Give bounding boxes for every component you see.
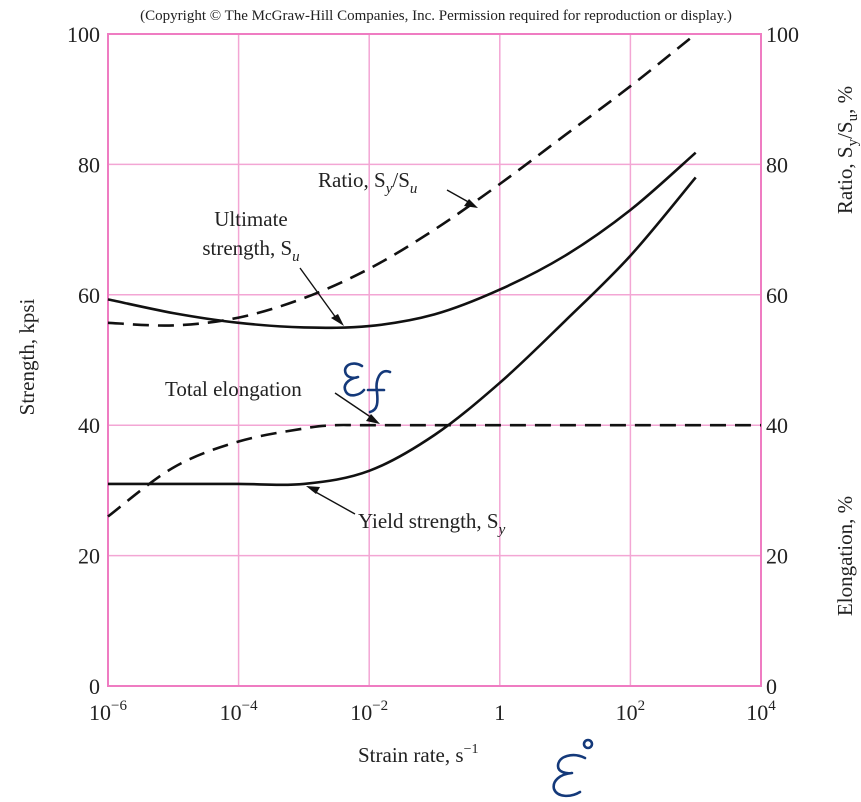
y-tick-labels-right: 0 20 40 60 80 100	[766, 22, 799, 699]
x-tick-label: 10−6	[89, 698, 127, 725]
copyright-note: (Copyright © The McGraw-Hill Companies, …	[140, 8, 732, 24]
handwritten-epsilon-f	[343, 362, 392, 414]
elongation-arrow	[334, 392, 376, 421]
ultimate-label-line1: Ultimate	[214, 207, 287, 231]
ratio-arrowhead	[464, 199, 478, 208]
ultimate-arrow	[299, 267, 340, 323]
ratio-label: Ratio, Sy/Su	[318, 168, 417, 197]
y-tick-label-left: 40	[78, 413, 100, 438]
yield-label: Yield strength, Sy	[358, 509, 506, 538]
y-tick-label-left: 100	[67, 22, 100, 47]
x-tick-labels: 10−6 10−4 10−2 1 102 104	[89, 698, 776, 725]
y-axis-title-right-elongation: Elongation, %	[833, 496, 857, 616]
ultimate-strength-curve	[107, 151, 697, 330]
y-tick-label-right: 0	[766, 674, 777, 699]
x-tick-label: 10−2	[350, 698, 388, 725]
y-tick-label-left: 80	[78, 152, 100, 177]
grid-lines	[107, 33, 762, 687]
y-axis-title-left: Strength, kpsi	[15, 299, 39, 416]
x-axis-title: Strain rate, s−1	[358, 742, 478, 767]
y-tick-labels-left: 0 20 40 60 80 100	[67, 22, 100, 699]
ultimate-arrowhead	[331, 314, 344, 326]
yield-arrowhead	[306, 486, 320, 494]
total-elongation-curve	[107, 423, 761, 518]
x-tick-label: 102	[616, 698, 646, 725]
data-series	[107, 32, 761, 518]
ultimate-label-line2: strength, Su	[202, 236, 299, 265]
handwritten-epsilon-dot	[552, 738, 594, 798]
y-tick-label-right: 80	[766, 152, 788, 177]
y-axis-title-right-ratio: Ratio, Sy/Su, %	[833, 86, 861, 214]
y-tick-label-right: 100	[766, 22, 799, 47]
x-tick-label: 10−4	[220, 698, 258, 725]
elongation-arrowhead	[366, 414, 380, 424]
yield-arrow	[311, 489, 356, 515]
y-tick-label-left: 20	[78, 544, 100, 569]
y-tick-label-left: 60	[78, 283, 100, 308]
y-tick-label-right: 40	[766, 413, 788, 438]
x-tick-label: 104	[746, 698, 776, 725]
yield-strength-curve	[108, 176, 697, 487]
ratio-curve	[107, 32, 697, 327]
y-tick-label-right: 20	[766, 544, 788, 569]
plot-frame	[107, 33, 762, 687]
elongation-label: Total elongation	[165, 377, 302, 401]
y-tick-label-right: 60	[766, 283, 788, 308]
x-tick-label: 1	[494, 700, 505, 725]
y-tick-label-left: 0	[89, 674, 100, 699]
